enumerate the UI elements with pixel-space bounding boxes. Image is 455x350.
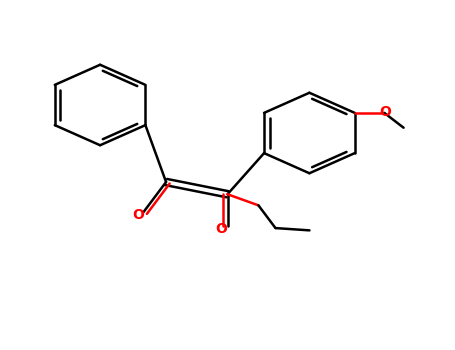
Text: O: O xyxy=(379,105,391,119)
Text: O: O xyxy=(216,222,228,236)
Text: O: O xyxy=(132,208,144,222)
